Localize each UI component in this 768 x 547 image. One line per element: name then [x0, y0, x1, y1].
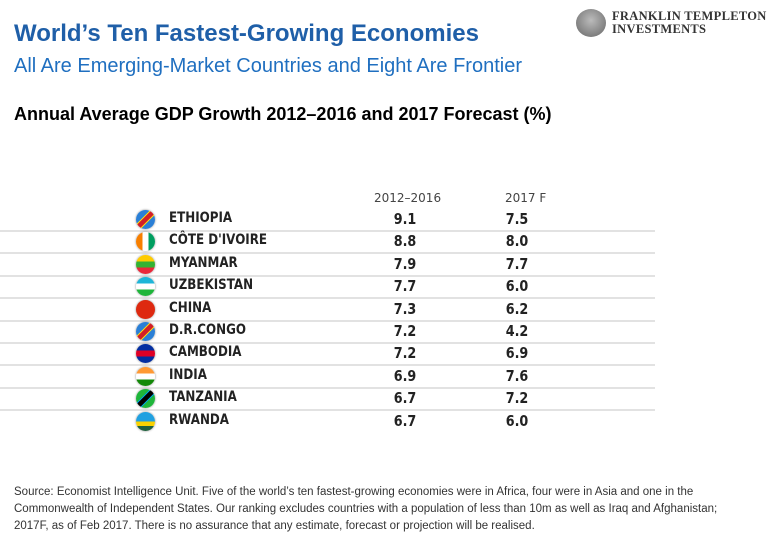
country-name: D.R.CONGO — [169, 322, 247, 338]
flag-icon — [136, 232, 155, 252]
table-row: CÔTE D'IVOIRE 8.8 8.0 — [0, 230, 655, 255]
logo-line-1: FRANKLIN TEMPLETON — [612, 9, 767, 23]
flag-icon — [136, 411, 155, 431]
value-2012-2016: 7.2 — [393, 322, 417, 340]
table-title: Annual Average GDP Growth 2012–2016 and … — [14, 104, 552, 124]
table-row: TANZANIA 6.7 7.2 — [0, 387, 655, 412]
table-row: INDIA 6.9 7.6 — [0, 365, 655, 389]
table-row: CHINA 7.3 6.2 — [0, 298, 655, 322]
flag-icon — [136, 322, 155, 341]
flag-icon — [136, 299, 155, 319]
value-2017f: 8.0 — [505, 232, 529, 251]
value-2017f: 7.5 — [505, 210, 529, 228]
flag-icon — [136, 344, 155, 364]
country-name: CAMBODIA — [169, 344, 242, 361]
flag-icon — [136, 389, 155, 409]
value-2012-2016: 7.9 — [393, 254, 417, 273]
table-row: UZBEKISTAN 7.7 6.0 — [0, 275, 655, 300]
value-2017f: 6.2 — [505, 299, 529, 318]
logo-text: FRANKLIN TEMPLETON INVESTMENTS — [612, 10, 767, 36]
country-name: CHINA — [169, 299, 212, 316]
country-name: ETHIOPIA — [169, 210, 233, 226]
benjamin-franklin-seal-icon — [576, 9, 606, 37]
column-header-2012-2016: 2012–2016 — [374, 191, 442, 205]
value-2012-2016: 7.7 — [393, 277, 417, 296]
flag-icon — [136, 366, 155, 386]
page-title: World’s Ten Fastest-Growing Economies — [14, 20, 479, 47]
franklin-templeton-logo: FRANKLIN TEMPLETON INVESTMENTS — [576, 9, 767, 37]
value-2012-2016: 8.8 — [393, 232, 417, 251]
table-row: MYANMAR 7.9 7.7 — [0, 253, 655, 277]
value-2012-2016: 6.9 — [393, 366, 417, 385]
value-2017f: 6.0 — [505, 411, 529, 430]
value-2012-2016: 6.7 — [393, 389, 417, 408]
value-2017f: 7.2 — [505, 389, 529, 408]
country-name: TANZANIA — [169, 389, 237, 406]
value-2017f: 7.6 — [505, 366, 529, 385]
flag-icon — [136, 277, 155, 297]
source-note: Source: Economist Intelligence Unit. Fiv… — [14, 486, 718, 532]
page-subtitle: All Are Emerging-Market Countries and Ei… — [14, 55, 522, 77]
flag-icon — [136, 210, 155, 229]
value-2012-2016: 7.2 — [393, 344, 417, 363]
value-2012-2016: 7.3 — [393, 299, 417, 318]
value-2017f: 6.9 — [505, 344, 529, 363]
column-header-2017f: 2017 F — [505, 191, 547, 205]
country-name: CÔTE D'IVOIRE — [169, 232, 268, 249]
table-row: CAMBODIA 7.2 6.9 — [0, 342, 655, 367]
country-name: MYANMAR — [169, 254, 238, 271]
country-name: UZBEKISTAN — [169, 277, 254, 294]
value-2017f: 7.7 — [505, 254, 529, 273]
country-name: INDIA — [169, 366, 207, 383]
value-2017f: 6.0 — [505, 277, 529, 296]
table-row: RWANDA 6.7 6.0 — [0, 410, 655, 432]
country-name: RWANDA — [169, 411, 230, 428]
flag-icon — [136, 254, 155, 274]
table-row: D.R.CONGO 7.2 4.2 — [0, 320, 655, 344]
value-2012-2016: 9.1 — [393, 210, 417, 228]
value-2017f: 4.2 — [505, 322, 529, 340]
logo-line-2: INVESTMENTS — [612, 22, 707, 36]
value-2012-2016: 6.7 — [393, 411, 417, 430]
table-row: ETHIOPIA 9.1 7.5 — [0, 208, 655, 232]
